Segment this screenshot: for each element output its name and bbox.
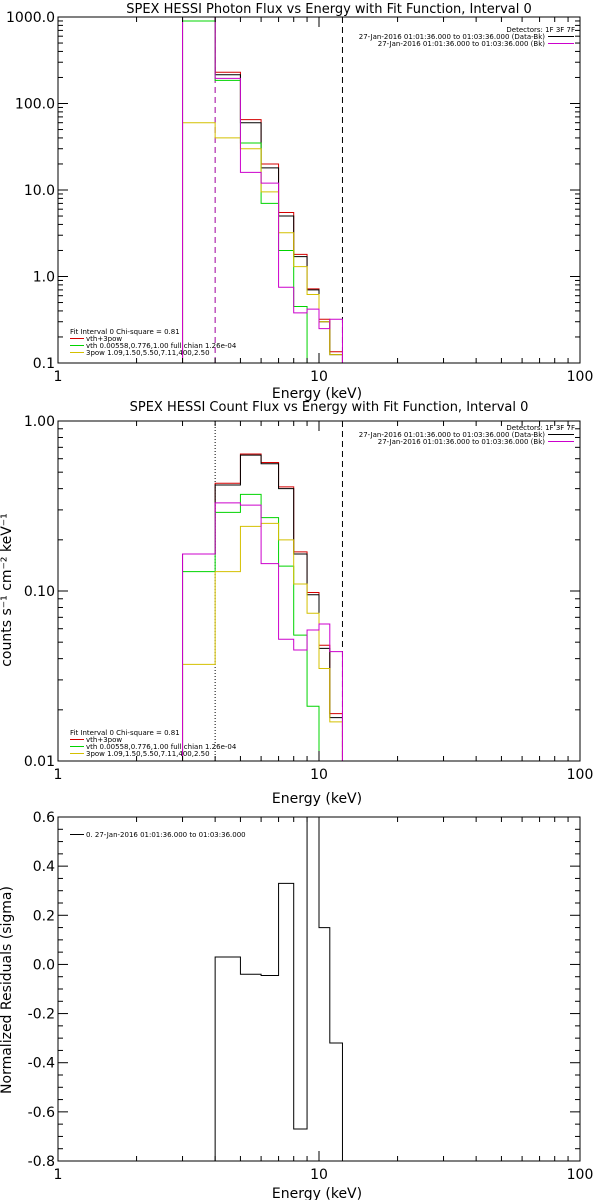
chart2-ytick-label: 1.00	[24, 414, 55, 430]
chart3-xtick-label: 10	[310, 1167, 328, 1183]
chart2-xtick-label: 100	[567, 767, 594, 783]
chart3-ytick-label: 0.6	[33, 810, 55, 826]
chart1-legend-header: Detectors: 1F 3F 7F	[506, 26, 575, 34]
chart2-series-total	[182, 454, 343, 761]
chart2-xtick-label: 10	[310, 767, 328, 783]
chart2-series-vth	[182, 493, 343, 761]
chart2-fit-3pow: 3pow 1.09,1.50,5.50,7.11,400,2.50	[86, 750, 210, 758]
chart2-fit-summary: Fit Interval 0 Chi-square = 0.81	[70, 729, 180, 737]
chart3-marks: 1 10 100 -0.8 -0.6 -0.4 -0.2 0.0 0.2 0.4 0.6	[28, 810, 594, 1183]
chart2-marks: 1 10 100 0.01 0.10 1.00	[24, 414, 594, 783]
chart2-xlabel: Energy (keV)	[272, 791, 362, 807]
chart2-title: SPEX HESSI Count Flux vs Energy with Fit…	[130, 400, 529, 415]
chart1-series-group	[182, 17, 343, 363]
chart1-series-vthpow	[182, 17, 343, 363]
chart2-series-bk	[182, 502, 343, 761]
chart1-fit-model: vth+3pow	[86, 335, 122, 343]
chart1-fit-3pow: 3pow 1.09,1.50,5.50,7.11,400,2.50	[86, 349, 210, 357]
chart1-title: SPEX HESSI Photon Flux vs Energy with Fi…	[126, 2, 532, 17]
chart1-ytick-label: 1.0	[33, 270, 55, 286]
chart2-ytick-label: 0.10	[24, 584, 55, 600]
chart1-fit-summary: Fit Interval 0 Chi-square = 0.81	[70, 328, 180, 336]
chart3-series-total	[214, 817, 343, 1161]
chart2-xtick-label: 1	[54, 767, 63, 783]
chart3-ylabel: Normalized Residuals (sigma)	[0, 886, 15, 1094]
chart1-legend-entry-bk: 27-Jan-2016 01:01:36.000 to 01:03:36.000…	[378, 40, 546, 48]
chart1-xtick-label: 100	[567, 369, 594, 385]
chart1-series-total	[182, 17, 343, 363]
chart2-series-vthpow	[182, 453, 343, 761]
chart1-xlabel: Energy (keV)	[272, 386, 362, 402]
chart2-ylabel: counts s⁻¹ cm⁻² keV⁻¹	[0, 513, 15, 667]
chart2-fit-model: vth+3pow	[86, 736, 122, 744]
chart3-xlabel: Energy (keV)	[272, 1186, 362, 1200]
chart3-ytick-label: -0.2	[28, 1007, 55, 1023]
chart1-series-bk	[182, 17, 343, 363]
chart2-legend-entry-data: 27-Jan-2016 01:01:36.000 to 01:03:36.000…	[359, 431, 546, 439]
chart1-ytick-label: 0.1	[33, 356, 55, 372]
chart3-legend: 0. 27-Jan-2016 01:01:36.000 to 01:03:36.…	[86, 831, 246, 839]
chart1-xtick-label: 10	[310, 369, 328, 385]
chart3-series-group	[214, 817, 343, 1161]
chart3-ytick-label: -0.8	[28, 1154, 55, 1170]
chart3-xtick-label: 1	[54, 1167, 63, 1183]
chart3-ytick-label: 0.4	[33, 859, 55, 875]
chart1-ytick-label: 100.0	[15, 97, 55, 113]
chart1-ytick-label: 10.0	[24, 183, 55, 199]
count-flux-chart: SPEX HESSI Count Flux vs Energy with Fit…	[0, 400, 575, 807]
chart1-marks: 1 10 100 0.1 1.0 10.0 100.0 1000.0	[6, 10, 593, 385]
chart1-ytick-label: 1000.0	[6, 10, 55, 26]
chart2-series-group	[182, 453, 343, 761]
chart3-ytick-label: -0.6	[28, 1105, 55, 1121]
chart3-ytick-label: -0.4	[28, 1056, 55, 1072]
chart1-xtick-label: 1	[54, 369, 63, 385]
residuals-chart: Energy (keV) Normalized Residuals (sigma…	[0, 831, 362, 1200]
chart3-ytick-label: 0.0	[33, 957, 55, 973]
photon-flux-chart: SPEX HESSI Photon Flux vs Energy with Fi…	[70, 2, 575, 402]
chart1-series-powlaw	[182, 122, 343, 363]
chart1-fit-vth: vth 0.00558,0.776,1.00 full chian 1.26e-…	[86, 342, 237, 350]
chart2-series-powlaw	[182, 522, 343, 761]
chart2-ytick-label: 0.01	[24, 754, 55, 770]
chart1-legend-entry-data: 27-Jan-2016 01:01:36.000 to 01:03:36.000…	[359, 33, 546, 41]
chart3-ytick-label: 0.2	[33, 908, 55, 924]
chart3-xtick-label: 100	[567, 1167, 594, 1183]
chart2-legend-entry-bk: 27-Jan-2016 01:01:36.000 to 01:03:36.000…	[378, 438, 546, 446]
chart2-legend-header: Detectors: 1F 3F 7F	[506, 424, 575, 432]
chart2-fit-vth: vth 0.00558,0.776,1.00 full chian 1.26e-…	[86, 743, 237, 751]
